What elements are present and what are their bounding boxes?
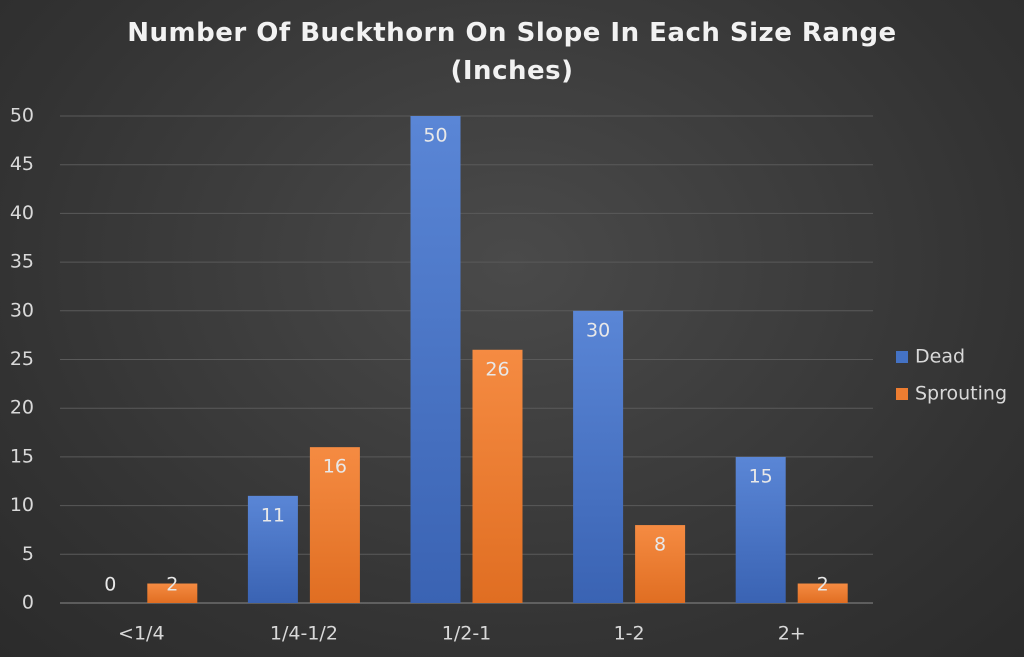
bar — [635, 525, 686, 603]
x-tick-label: 1-2 — [614, 623, 645, 645]
legend-swatch — [896, 351, 908, 363]
legend-swatch — [896, 388, 908, 400]
data-label: 0 — [104, 574, 116, 596]
data-label: 30 — [586, 319, 610, 341]
x-tick-label: 2+ — [778, 623, 806, 645]
data-label: 2 — [166, 574, 178, 596]
bar — [472, 349, 523, 603]
y-tick-label: 25 — [10, 348, 34, 370]
data-label: 50 — [423, 125, 447, 147]
bar — [735, 456, 786, 603]
y-tick-label: 15 — [10, 445, 34, 467]
y-tick-label: 10 — [10, 494, 34, 516]
y-tick-label: 0 — [22, 592, 34, 614]
y-tick-label: 45 — [10, 153, 34, 175]
data-label: 11 — [261, 504, 285, 526]
y-tick-label: 30 — [10, 299, 34, 321]
y-tick-label: 40 — [10, 202, 34, 224]
bar — [797, 583, 848, 603]
data-label: 8 — [654, 534, 666, 556]
chart-title: Number Of Buckthorn On Slope In Each Siz… — [127, 18, 897, 86]
legend-label: Sprouting — [915, 383, 1007, 405]
data-label: 15 — [749, 465, 773, 487]
y-tick-label: 20 — [10, 397, 34, 419]
bar — [247, 495, 298, 603]
data-label: 16 — [323, 456, 347, 478]
bar — [147, 583, 198, 603]
x-tick-label: 1/2-1 — [442, 623, 492, 645]
x-tick-label: <1/4 — [118, 623, 165, 645]
x-tick-label: 1/4-1/2 — [270, 623, 338, 645]
data-label: 26 — [485, 358, 509, 380]
data-label: 2 — [817, 574, 829, 596]
legend-label: Dead — [915, 346, 965, 368]
bar — [573, 310, 624, 603]
bar — [309, 447, 360, 603]
bar — [410, 116, 461, 603]
y-tick-label: 50 — [10, 105, 34, 127]
y-tick-label: 5 — [22, 543, 34, 565]
y-tick-label: 35 — [10, 251, 34, 273]
